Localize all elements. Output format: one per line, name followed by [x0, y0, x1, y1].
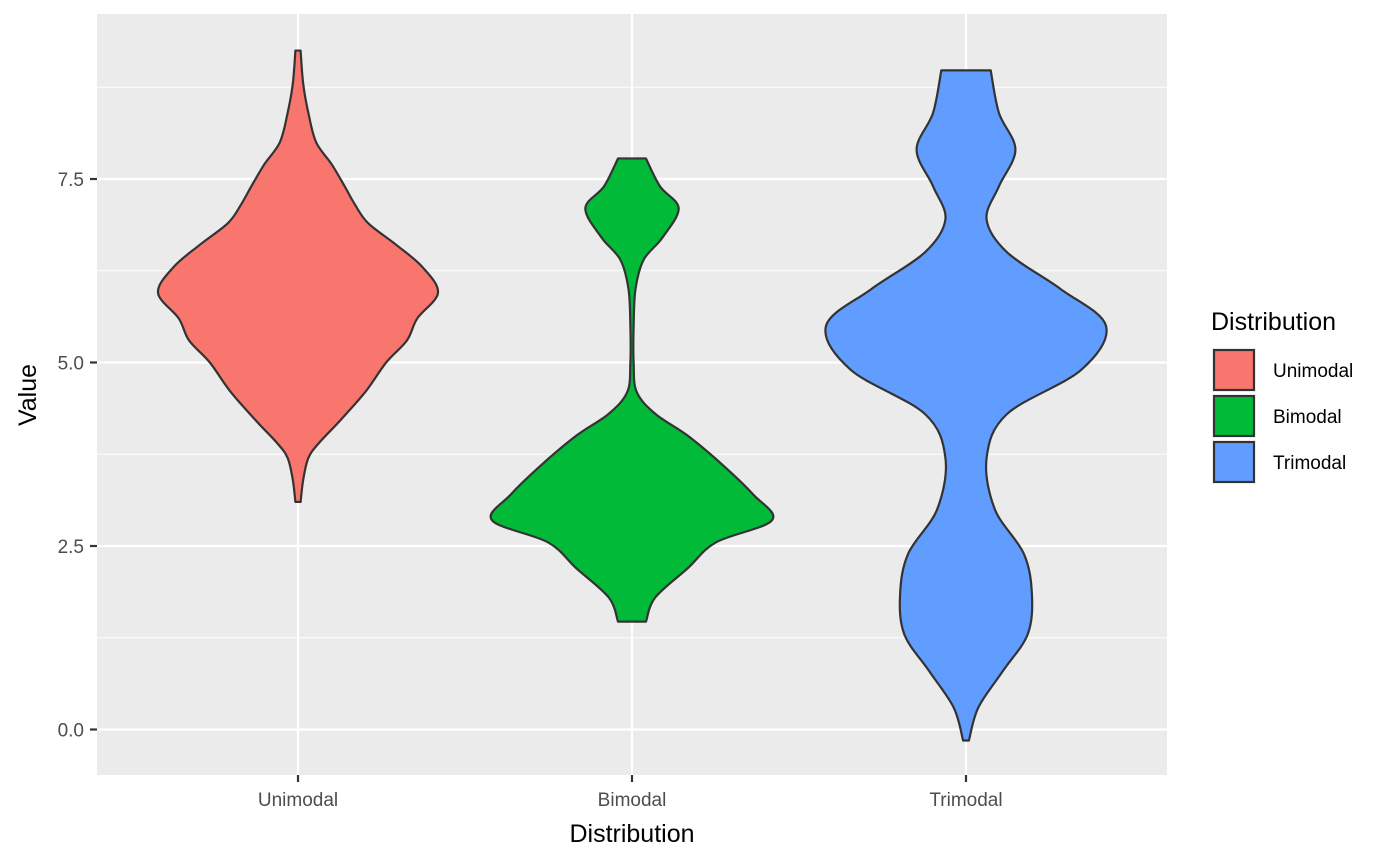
legend-swatch-trimodal	[1212, 440, 1256, 484]
x-tick-label: Unimodal	[258, 790, 338, 811]
legend-label-unimodal: Unimodal	[1273, 361, 1353, 382]
x-axis: Unimodal Bimodal Trimodal	[258, 775, 1003, 811]
legend-label-bimodal: Bimodal	[1273, 407, 1342, 428]
violin-bimodal	[489, 157, 775, 623]
y-tick-label: 0.0	[58, 721, 84, 742]
y-tick-label: 5.0	[58, 354, 84, 375]
legend-swatch-unimodal	[1212, 348, 1256, 392]
violin-layer	[156, 49, 1108, 742]
legend-title: Distribution	[1211, 308, 1336, 336]
legend-label-trimodal: Trimodal	[1273, 453, 1346, 474]
legend-items: Unimodal Bimodal Trimodal	[1212, 348, 1353, 484]
y-tick-label: 2.5	[58, 537, 84, 558]
y-axis-title: Value	[14, 364, 42, 426]
x-axis-title: Distribution	[569, 820, 694, 848]
y-tick-label: 7.5	[58, 170, 84, 191]
legend: Distribution Unimodal Bimodal Trimodal	[1211, 308, 1353, 484]
legend-swatch-bimodal	[1212, 394, 1256, 438]
x-tick-label: Trimodal	[929, 790, 1002, 811]
y-axis: 0.0 2.5 5.0 7.5	[58, 170, 97, 742]
x-tick-label: Bimodal	[598, 790, 667, 811]
violin-trimodal	[824, 69, 1108, 742]
violin-unimodal	[156, 49, 440, 504]
